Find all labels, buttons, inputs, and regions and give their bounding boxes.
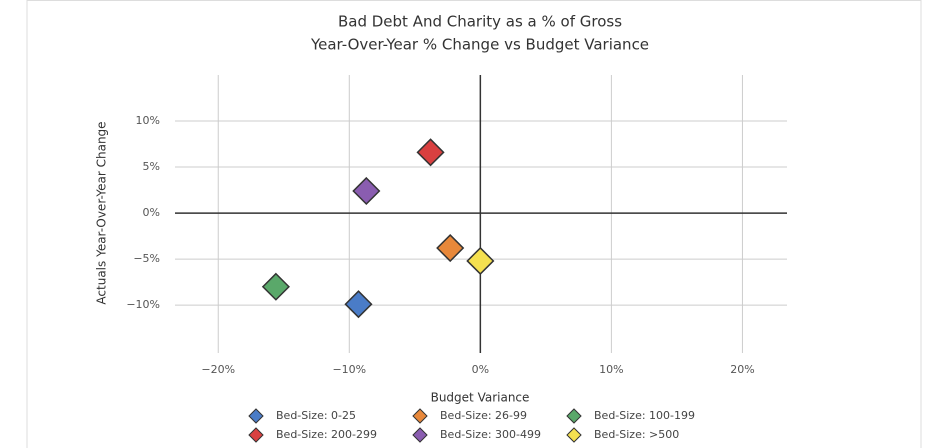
point	[261, 272, 290, 301]
y-tick-label: 0%	[143, 206, 160, 219]
y-tick-label: −5%	[133, 252, 160, 265]
legend-label: Bed-Size: 200-299	[276, 428, 377, 441]
x-axis-label: Budget Variance	[431, 391, 530, 405]
point	[416, 138, 445, 167]
point	[436, 233, 465, 263]
x-tick-label: −20%	[201, 363, 235, 376]
point	[352, 176, 381, 206]
y-tick-label: −10%	[126, 298, 160, 311]
legend-marker	[412, 427, 428, 443]
chart-title: Bad Debt And Charity as a % of Gross	[338, 13, 622, 31]
legend-marker	[248, 427, 264, 443]
legend-marker	[566, 427, 582, 443]
y-axis-label: Actuals Year-Over-Year Change	[95, 121, 109, 304]
legend-label: Bed-Size: >500	[594, 428, 679, 441]
point	[344, 290, 373, 319]
frame	[26, 0, 922, 448]
y-tick-label: 10%	[136, 114, 160, 127]
legend-label: Bed-Size: 26-99	[440, 409, 527, 422]
x-tick-label: 0%	[472, 363, 489, 376]
x-tick-label: −10%	[332, 363, 366, 376]
chart-subtitle: Year-Over-Year % Change vs Budget Varian…	[310, 36, 649, 54]
legend-marker	[412, 408, 428, 424]
point	[466, 246, 495, 276]
legend-label: Bed-Size: 0-25	[276, 409, 356, 422]
legend-label: Bed-Size: 300-499	[440, 428, 541, 441]
x-tick-label: 20%	[730, 363, 754, 376]
x-tick-label: 10%	[599, 363, 623, 376]
legend-marker	[248, 408, 264, 424]
y-tick-label: 5%	[143, 160, 160, 173]
legend-marker	[566, 408, 582, 424]
legend-label: Bed-Size: 100-199	[594, 409, 695, 422]
